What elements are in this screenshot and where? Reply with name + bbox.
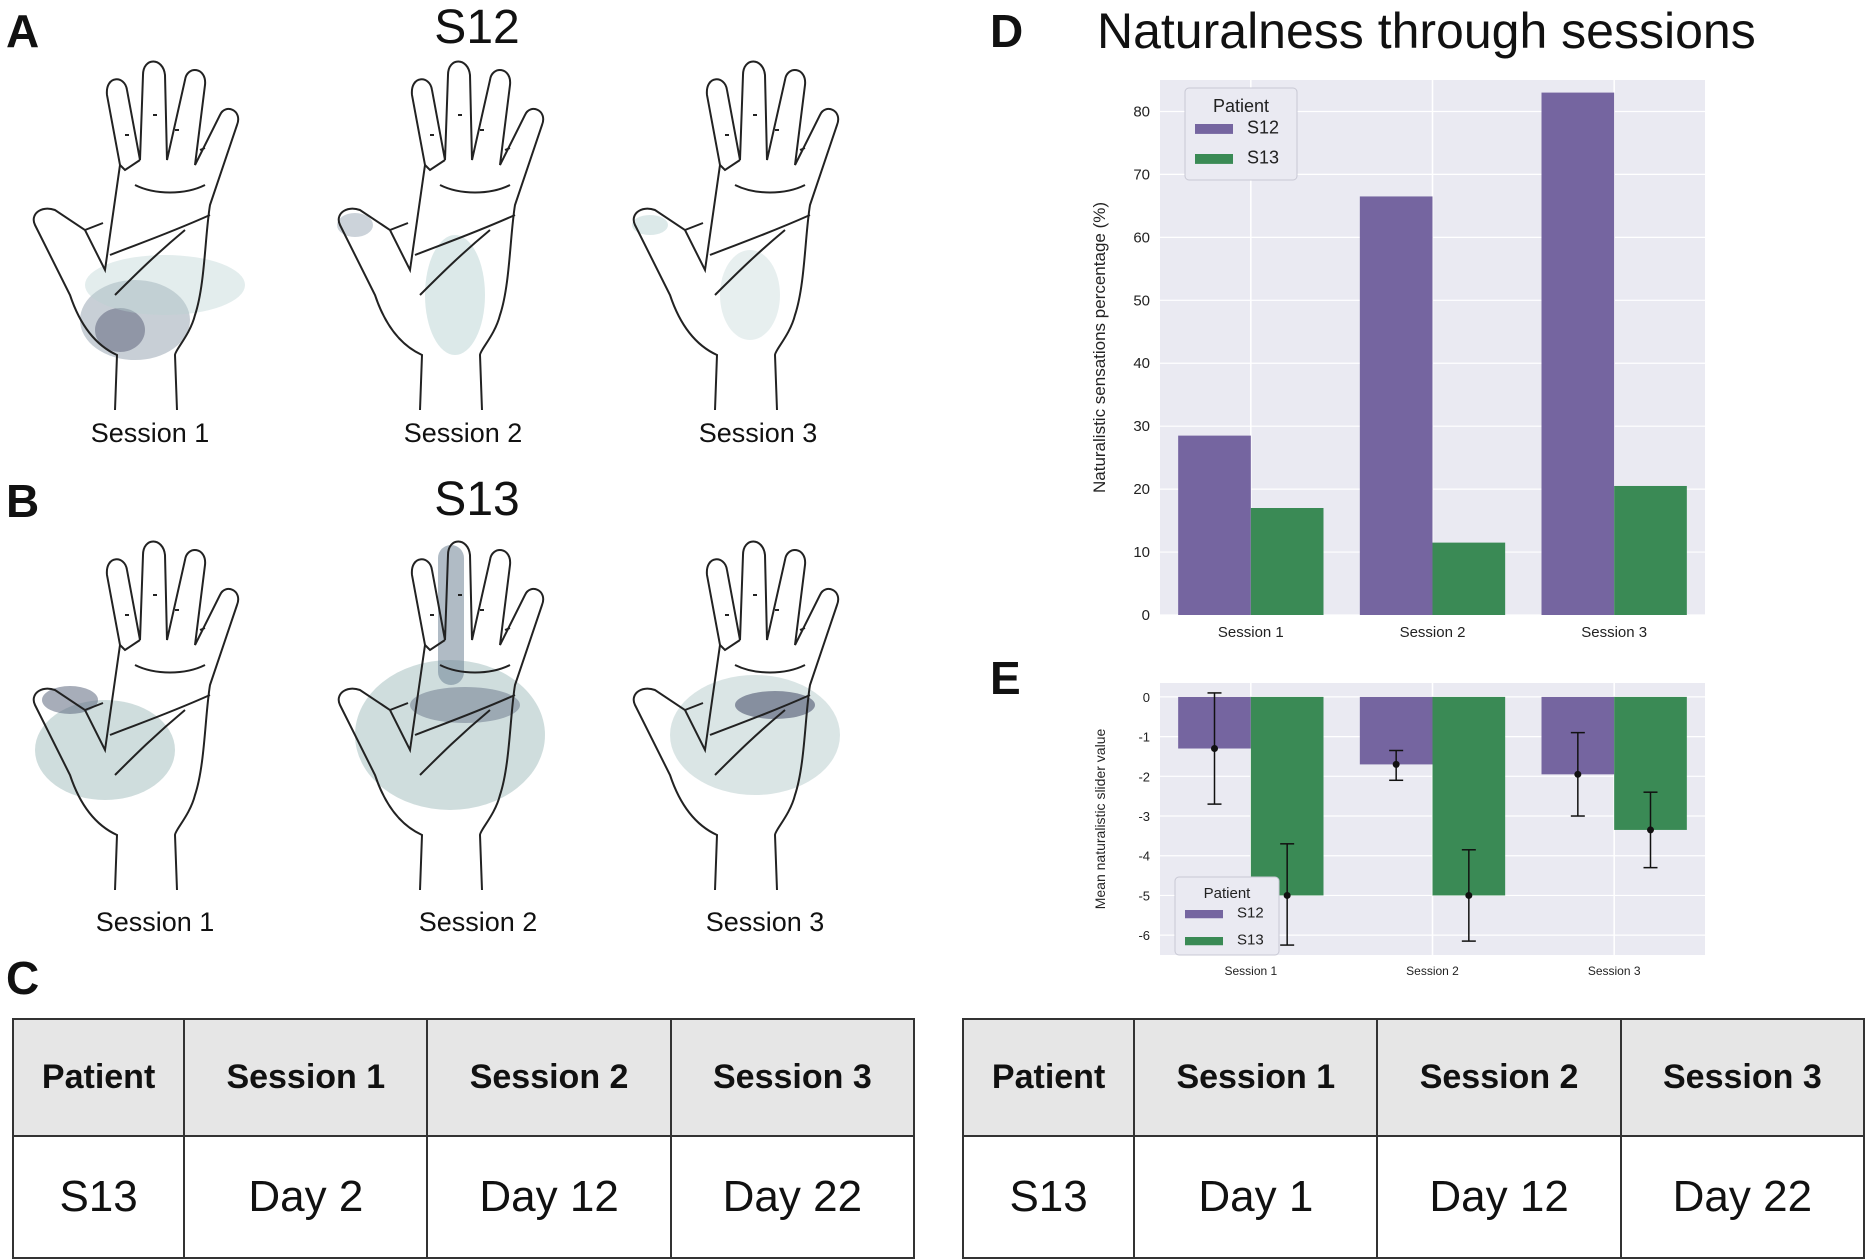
y-tick-label: 50 [1133, 292, 1150, 309]
bar-s13-session-2 [1432, 542, 1506, 615]
cell-session-3: Day 22 [1619, 1135, 1866, 1259]
legend-title: Patient [1204, 885, 1252, 902]
hand-s12-session-3 [632, 60, 840, 410]
cell-session-1: Day 2 [183, 1135, 429, 1259]
panel-letter-c: C [6, 952, 40, 1004]
cell-patient: S13 [961, 1135, 1136, 1259]
y-tick-label: -2 [1138, 769, 1150, 784]
mean-point [1211, 745, 1218, 753]
chart-e: 0 -1 -2 -3 -4 -5 -6 Session 1 Session 2 Session 3… [1092, 683, 1705, 978]
x-tick-label: Session 2 [1406, 964, 1459, 978]
y-tick-label: 0 [1143, 690, 1150, 705]
schedule-table-right: Patient Session 1 Session 2 Session 3 S1… [961, 1018, 1866, 1259]
mean-point [1465, 891, 1473, 899]
bar-s12-session-1 [1178, 435, 1251, 615]
y-tick-label: 20 [1133, 481, 1150, 498]
s12-session-3-label: Session 3 [698, 418, 818, 448]
header-session-2: Session 2 [1376, 1018, 1622, 1137]
y-tick-label: 80 [1133, 103, 1150, 120]
chart-d-title: Naturalness through sessions [1097, 3, 1756, 59]
s13-session-2-label: Session 2 [418, 907, 538, 937]
s13-title: S13 [434, 473, 520, 526]
y-axis-label: Mean naturalistic slider value [1092, 729, 1108, 910]
y-tick-label: 40 [1133, 355, 1150, 372]
hand-s13-session-2 [337, 540, 545, 890]
panel-letter-e: E [990, 652, 1021, 704]
legend-title: Patient [1213, 96, 1269, 116]
legend-swatch-s12 [1185, 910, 1223, 919]
hand-s13-session-1 [32, 540, 240, 890]
cell-session-2: Day 12 [1376, 1135, 1622, 1259]
x-tick-label: Session 3 [1588, 964, 1641, 978]
mean-point [1647, 826, 1654, 834]
x-tick-label: Session 3 [1581, 624, 1647, 641]
x-tick-label: Session 2 [1400, 624, 1466, 641]
s12-title: S12 [434, 1, 520, 54]
legend-label-s13: S13 [1247, 148, 1279, 168]
cell-session-2: Day 12 [426, 1135, 672, 1259]
legend-swatch-s13 [1185, 937, 1223, 946]
mean-point [1574, 770, 1582, 778]
x-tick-label: Session 1 [1218, 624, 1284, 641]
bar-s12-session-2 [1359, 196, 1433, 616]
y-tick-label: -4 [1138, 849, 1150, 864]
s13-session-1-label: Session 1 [95, 907, 215, 937]
s13-session-3-label: Session 3 [705, 907, 825, 937]
s12-session-1-label: Session 1 [90, 418, 210, 448]
panel-letter-d: D [990, 5, 1024, 57]
bar-s13-session-1 [1250, 508, 1324, 615]
header-patient: Patient [11, 1018, 186, 1137]
legend-box [1174, 876, 1280, 956]
header-session-2: Session 2 [426, 1018, 672, 1137]
y-tick-label: -5 [1138, 888, 1150, 903]
y-tick-label: -6 [1138, 928, 1150, 943]
cell-session-3: Day 22 [669, 1135, 916, 1259]
panel-letter-b: B [6, 475, 40, 527]
bar-s13-session-3 [1614, 485, 1687, 615]
schedule-table-left: Patient Session 1 Session 2 Session 3 S1… [11, 1018, 916, 1259]
header-session-3: Session 3 [669, 1018, 916, 1137]
legend-label-s13: S13 [1237, 931, 1264, 948]
y-tick-label: -1 [1138, 730, 1150, 745]
bar-s12-session-3 [1541, 92, 1615, 615]
cell-patient: S13 [11, 1135, 186, 1259]
x-tick-label: Session 1 [1224, 964, 1277, 978]
cell-session-1: Day 1 [1133, 1135, 1379, 1259]
mean-point [1392, 760, 1400, 768]
hand-s12-session-2 [337, 60, 545, 410]
hand-s12-session-1 [32, 60, 245, 410]
y-tick-label: 10 [1133, 544, 1150, 561]
header-session-3: Session 3 [1619, 1018, 1866, 1137]
legend-label-s12: S12 [1237, 904, 1264, 921]
panel-letter-a: A [6, 5, 40, 57]
hand-s13-session-3 [632, 540, 840, 890]
header-session-1: Session 1 [1133, 1018, 1379, 1137]
y-tick-label: 70 [1133, 166, 1150, 183]
s12-session-2-label: Session 2 [403, 418, 523, 448]
y-tick-label: 30 [1133, 418, 1150, 435]
y-tick-label: 60 [1133, 229, 1150, 246]
chart-d: 0 10 20 30 40 50 60 70 80 Session 1 Session 2 Sessi… [1090, 80, 1705, 641]
header-patient: Patient [961, 1018, 1136, 1137]
y-tick-label: 0 [1142, 607, 1150, 624]
mean-point [1283, 891, 1291, 899]
y-axis-label: Naturalistic sensations percentage (%) [1090, 202, 1109, 493]
y-tick-label: -3 [1138, 809, 1150, 824]
legend-label-s12: S12 [1247, 118, 1279, 138]
header-session-1: Session 1 [183, 1018, 429, 1137]
legend-swatch-s12 [1195, 124, 1233, 134]
legend-swatch-s13 [1195, 154, 1233, 164]
